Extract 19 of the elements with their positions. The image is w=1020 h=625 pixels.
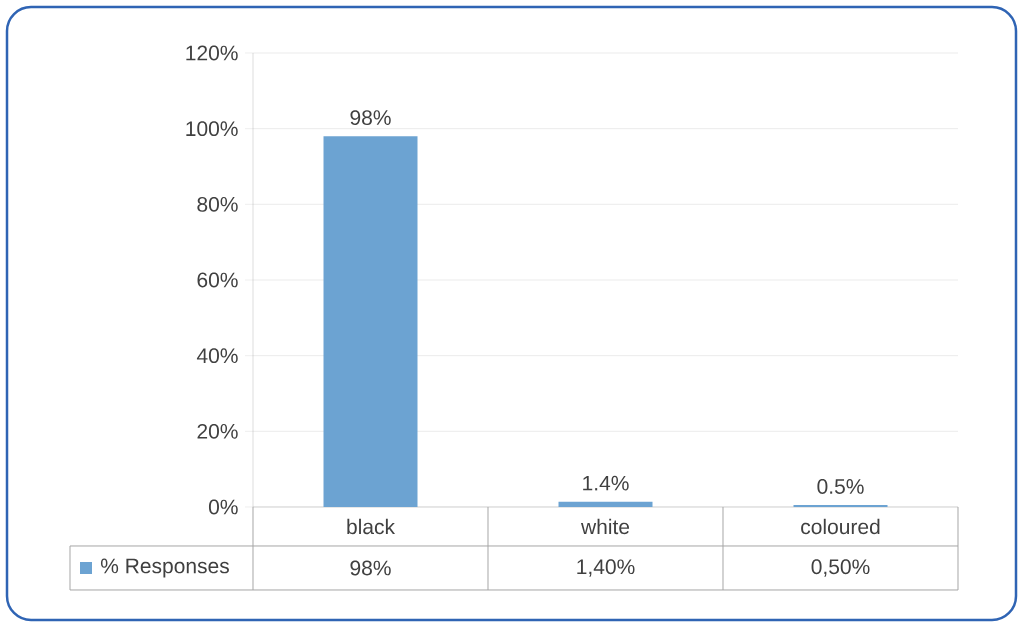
y-tick-label: 20% <box>197 423 238 439</box>
data-label: 1.4% <box>583 475 629 491</box>
bar <box>323 136 418 507</box>
data-label: 0.5% <box>817 479 864 494</box>
y-tick-label: 40% <box>196 348 238 364</box>
y-tick-label: 60% <box>197 272 238 288</box>
y-tick-label: 100% <box>186 121 238 137</box>
x-tick-label: black <box>347 518 396 535</box>
y-tick-label: 80% <box>197 196 238 212</box>
y-tick-label: 0% <box>208 499 238 515</box>
text: 1,40% <box>577 559 635 577</box>
text: 98% <box>350 560 391 576</box>
bar <box>558 501 653 507</box>
x-tick-label: coloured <box>801 518 880 535</box>
x-tick-label: white <box>580 518 630 535</box>
y-tick-label: 120% <box>186 45 238 61</box>
legend-label: % Responses <box>100 558 229 578</box>
data-label: 98% <box>350 110 391 126</box>
text: 0,50% <box>811 559 870 577</box>
